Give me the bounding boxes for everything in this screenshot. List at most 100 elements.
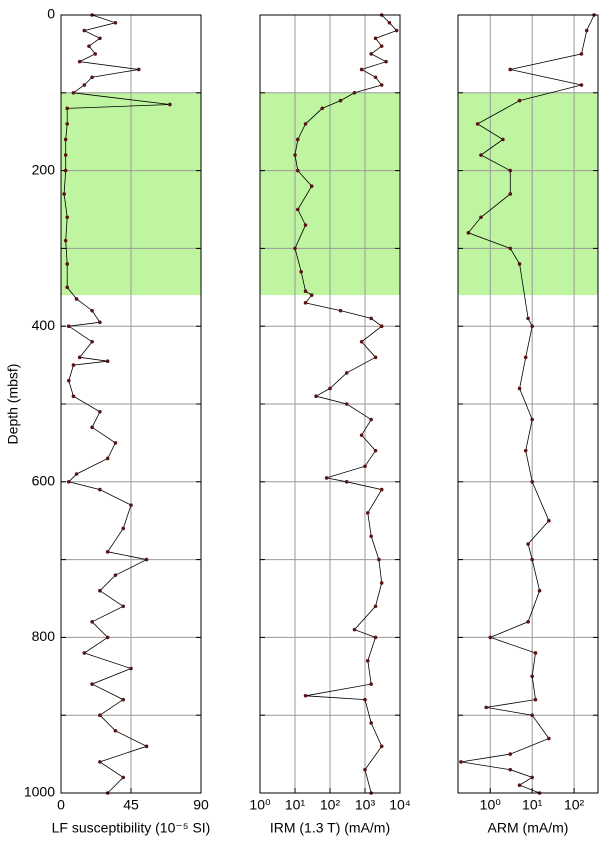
data-point bbox=[314, 394, 318, 399]
data-line bbox=[460, 14, 595, 794]
data-point bbox=[365, 658, 370, 663]
data-point bbox=[363, 464, 367, 469]
data-point bbox=[508, 192, 513, 196]
data-point bbox=[66, 378, 71, 383]
data-point bbox=[369, 316, 373, 321]
panel-frame bbox=[60, 14, 202, 794]
data-point bbox=[71, 363, 76, 367]
data-point bbox=[508, 246, 513, 251]
data-point bbox=[129, 666, 133, 671]
data-point bbox=[324, 476, 329, 480]
data-point bbox=[479, 215, 483, 220]
data-point bbox=[82, 83, 87, 87]
data-point bbox=[295, 168, 300, 173]
data-point bbox=[121, 775, 126, 780]
data-point bbox=[98, 588, 102, 593]
data-point bbox=[65, 106, 70, 111]
data-point bbox=[344, 371, 349, 375]
data-point bbox=[144, 557, 149, 562]
data-point bbox=[369, 417, 373, 422]
x-tick-label: 10² bbox=[564, 797, 585, 813]
data-point bbox=[537, 588, 542, 593]
data-point bbox=[77, 59, 82, 64]
x-tick-label: 10² bbox=[320, 797, 341, 813]
data-point bbox=[338, 308, 343, 313]
data-point bbox=[479, 153, 483, 157]
data-point bbox=[533, 697, 538, 702]
x-tick-label: 10¹ bbox=[285, 797, 306, 813]
data-point bbox=[66, 480, 71, 484]
data-point bbox=[98, 320, 102, 325]
data-point bbox=[303, 289, 308, 293]
y-tick-label: 200 bbox=[32, 161, 56, 177]
data-point bbox=[98, 36, 102, 41]
data-point bbox=[90, 425, 94, 430]
data-point bbox=[369, 682, 373, 686]
data-point bbox=[320, 106, 325, 111]
data-point bbox=[387, 20, 392, 25]
data-point bbox=[113, 573, 118, 577]
data-point bbox=[517, 98, 522, 103]
data-point bbox=[530, 324, 534, 329]
data-point bbox=[113, 728, 118, 733]
data-point bbox=[82, 28, 87, 33]
data-point bbox=[373, 36, 378, 41]
data-point bbox=[584, 28, 589, 33]
data-point bbox=[508, 767, 513, 772]
data-point bbox=[63, 238, 68, 243]
data-point bbox=[369, 721, 373, 725]
data-point bbox=[508, 752, 513, 756]
data-point bbox=[373, 75, 378, 80]
data-point bbox=[98, 760, 102, 764]
data-point bbox=[121, 697, 126, 702]
data-point bbox=[65, 285, 70, 290]
data-point bbox=[579, 52, 584, 56]
data-point bbox=[98, 409, 102, 414]
data-point bbox=[303, 223, 308, 227]
data-point bbox=[344, 402, 349, 406]
data-point bbox=[517, 783, 522, 788]
data-point bbox=[71, 394, 76, 399]
data-point bbox=[121, 526, 126, 531]
data-point bbox=[508, 168, 513, 173]
data-point bbox=[105, 456, 110, 461]
data-point bbox=[379, 83, 384, 87]
data-point bbox=[523, 448, 528, 453]
data-point bbox=[328, 386, 332, 391]
data-point bbox=[526, 542, 530, 546]
data-point bbox=[526, 316, 530, 321]
data-point bbox=[293, 246, 297, 251]
data-point bbox=[309, 293, 314, 297]
data-point bbox=[394, 28, 399, 33]
data-point bbox=[369, 534, 373, 539]
data-point bbox=[303, 122, 308, 126]
data-point bbox=[168, 102, 172, 107]
data-point bbox=[379, 44, 384, 48]
data-point bbox=[579, 83, 584, 87]
panel-frame bbox=[457, 14, 599, 794]
data-point bbox=[501, 137, 505, 142]
data-point bbox=[475, 122, 480, 126]
x-tick-label: 45 bbox=[123, 797, 139, 813]
x-tick-label: 90 bbox=[193, 797, 209, 813]
data-point bbox=[379, 744, 384, 749]
data-point bbox=[90, 339, 94, 344]
data-point bbox=[144, 744, 149, 749]
data-line bbox=[294, 14, 398, 794]
data-point bbox=[459, 760, 463, 764]
data-point bbox=[63, 153, 68, 157]
data-point bbox=[113, 441, 118, 445]
data-point bbox=[66, 324, 71, 329]
data-point bbox=[87, 44, 91, 48]
data-point bbox=[352, 91, 357, 95]
data-point bbox=[530, 713, 534, 717]
data-line bbox=[63, 14, 170, 794]
data-point bbox=[530, 775, 534, 780]
data-point bbox=[547, 518, 551, 523]
data-point bbox=[533, 651, 538, 655]
data-point bbox=[105, 635, 110, 640]
y-axis-label: Depth (mbsf) bbox=[5, 364, 21, 445]
data-point bbox=[484, 705, 488, 710]
data-point bbox=[379, 324, 384, 329]
data-point bbox=[121, 604, 126, 609]
